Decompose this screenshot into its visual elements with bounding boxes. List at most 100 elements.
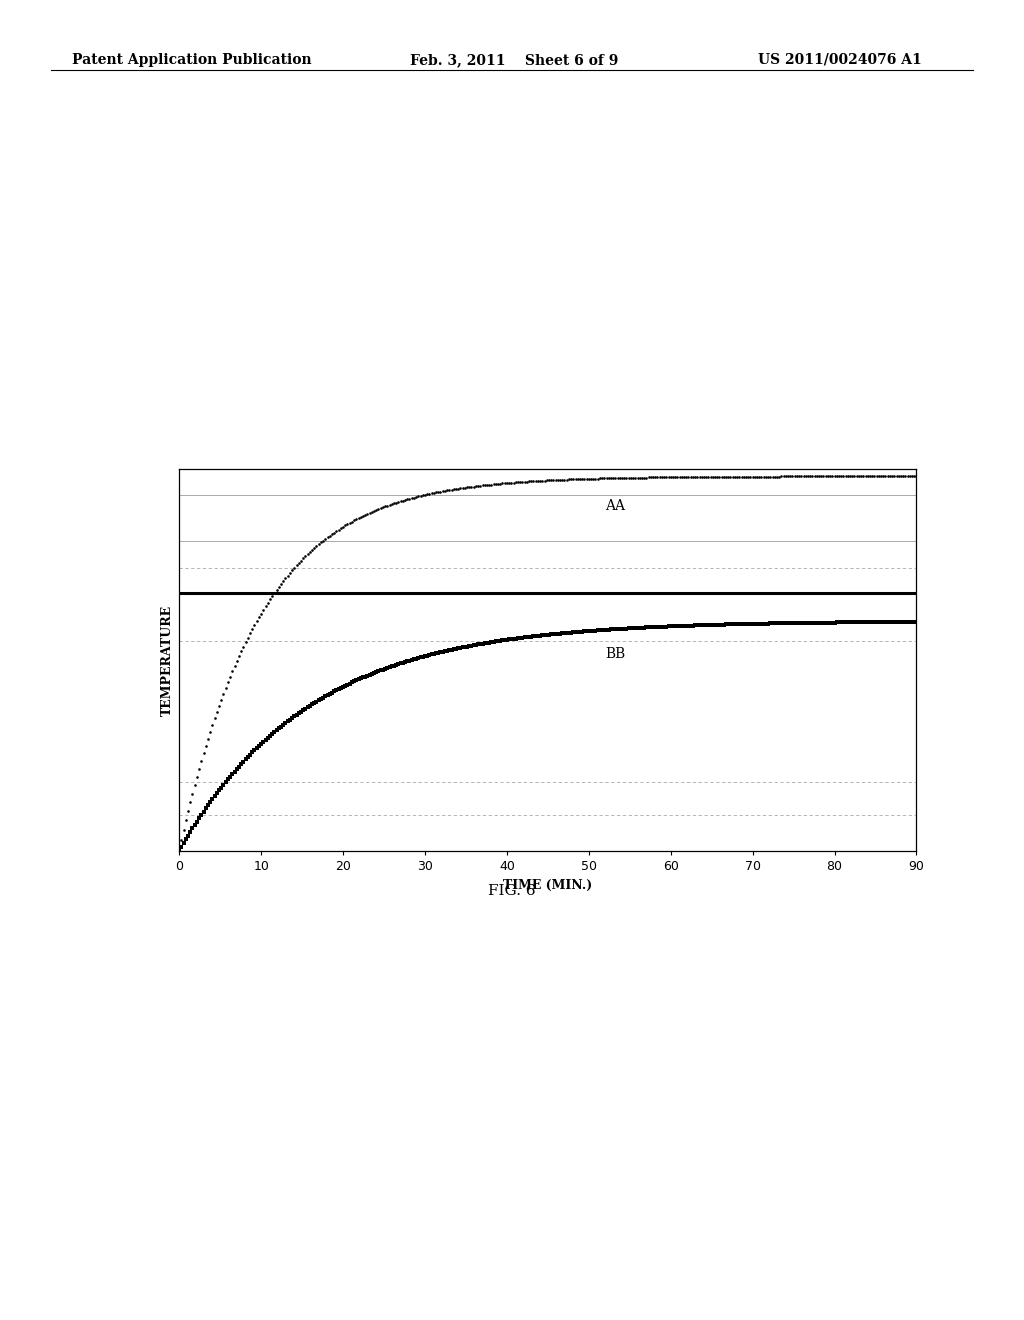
Point [851,611,867,632]
Point [791,466,807,487]
Point [585,469,601,490]
Point [833,466,849,487]
Point [817,466,834,487]
Point [419,645,435,667]
Point [653,616,670,638]
Point [270,577,287,598]
Point [354,667,371,688]
Point [769,612,785,634]
Point [278,713,294,734]
Point [521,626,538,647]
Point [880,611,896,632]
Point [531,626,548,647]
Point [552,470,568,491]
Point [497,473,513,494]
Point [899,611,915,632]
Point [423,483,439,504]
Point [656,467,673,488]
Point [811,466,827,487]
Point [286,706,302,727]
Point [499,630,515,651]
Point [756,466,772,487]
Point [771,466,787,487]
Text: BB: BB [605,647,626,661]
Point [577,620,593,642]
Point [775,612,792,634]
Point [375,496,391,517]
Point [691,466,708,487]
Point [270,718,287,739]
Point [299,544,315,565]
Point [815,466,831,487]
Point [908,466,925,487]
Point [518,627,535,648]
Point [190,758,207,779]
Point [849,466,865,487]
Point [585,620,601,642]
Point [384,494,400,515]
Point [674,466,690,487]
Point [173,829,189,850]
Point [870,466,887,487]
Point [830,466,847,487]
Point [630,618,646,639]
Point [455,478,471,499]
Point [357,504,374,525]
Point [561,622,578,643]
Point [299,697,315,718]
Point [505,473,521,494]
Point [613,618,630,639]
Point [247,615,263,636]
Point [272,573,289,594]
Point [406,648,422,669]
Point [510,471,526,492]
Point [529,626,546,647]
Point [592,467,608,488]
Point [862,611,879,632]
Point [700,466,717,487]
Point [348,508,365,529]
Point [782,466,799,487]
Point [447,638,464,659]
Point [796,466,812,487]
Point [461,635,477,656]
Point [678,466,694,487]
Point [556,623,572,644]
Point [594,467,610,488]
Point [596,467,612,488]
Point [663,616,679,638]
Point [337,515,353,536]
Point [434,642,451,663]
Point [716,614,732,635]
Point [368,661,384,682]
Point [242,744,258,766]
Point [705,614,721,635]
Point [558,622,574,643]
Point [844,466,860,487]
Point [746,614,763,635]
Point [689,615,706,636]
Point [310,689,327,710]
Point [616,618,633,639]
Point [226,656,243,677]
Point [476,475,493,496]
Point [543,470,559,491]
Point [186,814,203,836]
Point [824,612,841,634]
Point [397,651,414,672]
Point [729,466,745,487]
Point [230,756,247,777]
Point [230,645,247,667]
Point [862,466,879,487]
Point [463,635,479,656]
Point [872,466,889,487]
Point [817,612,834,634]
Point [660,467,677,488]
Point [423,644,439,665]
Point [525,471,542,492]
Point [676,466,692,487]
Point [339,675,355,696]
Point [815,612,831,634]
Point [394,652,411,673]
Point [284,708,300,729]
